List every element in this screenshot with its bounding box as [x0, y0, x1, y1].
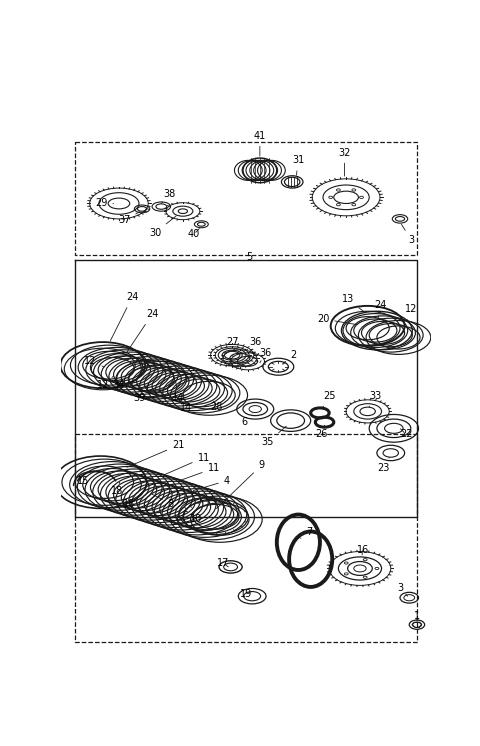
Text: 23: 23 — [377, 457, 389, 474]
Text: 3: 3 — [401, 225, 415, 245]
Text: 9: 9 — [216, 460, 264, 509]
Text: 26: 26 — [315, 425, 328, 439]
Text: 14: 14 — [180, 394, 192, 413]
Text: 16: 16 — [357, 545, 369, 555]
Text: 36: 36 — [259, 348, 271, 363]
Text: 10: 10 — [185, 507, 202, 524]
Text: 18: 18 — [110, 482, 123, 496]
Text: 39: 39 — [133, 384, 148, 403]
Text: 7: 7 — [300, 527, 312, 539]
Text: 32: 32 — [338, 148, 351, 176]
Text: 38: 38 — [161, 189, 175, 204]
Text: 2: 2 — [283, 350, 297, 363]
Text: 21: 21 — [127, 440, 184, 467]
Text: 12: 12 — [406, 304, 418, 319]
Text: 4: 4 — [193, 476, 230, 491]
Text: 35: 35 — [262, 426, 286, 447]
Text: 36: 36 — [249, 337, 262, 353]
Text: 31: 31 — [292, 155, 304, 175]
Text: 18: 18 — [123, 493, 135, 509]
Text: 8: 8 — [152, 495, 174, 509]
Text: 27: 27 — [226, 337, 239, 351]
Text: 17: 17 — [216, 558, 229, 568]
Text: 24: 24 — [110, 292, 138, 341]
Text: 40: 40 — [188, 228, 200, 239]
Text: 11: 11 — [178, 463, 220, 481]
Text: 1: 1 — [414, 611, 420, 621]
Text: 14: 14 — [172, 381, 184, 403]
Text: 13: 13 — [341, 294, 363, 311]
Text: 34: 34 — [112, 380, 124, 390]
Text: 15: 15 — [77, 476, 89, 490]
Text: 5: 5 — [246, 252, 252, 263]
Text: 25: 25 — [323, 391, 336, 407]
Text: 3: 3 — [397, 583, 408, 596]
Text: 29: 29 — [95, 198, 114, 208]
Text: 24: 24 — [126, 310, 158, 354]
Text: 41: 41 — [254, 131, 266, 156]
Text: 20: 20 — [317, 314, 357, 325]
Text: 28: 28 — [211, 401, 223, 412]
Text: 12: 12 — [84, 356, 104, 367]
Text: 24: 24 — [374, 300, 387, 318]
Text: 6: 6 — [241, 413, 252, 427]
Text: 22: 22 — [400, 429, 412, 439]
Text: 19: 19 — [240, 589, 252, 599]
Text: 33: 33 — [369, 391, 382, 407]
Text: 12: 12 — [97, 376, 114, 390]
Text: 11: 11 — [164, 453, 210, 475]
Text: 37: 37 — [118, 212, 140, 225]
Text: 30: 30 — [149, 216, 176, 238]
